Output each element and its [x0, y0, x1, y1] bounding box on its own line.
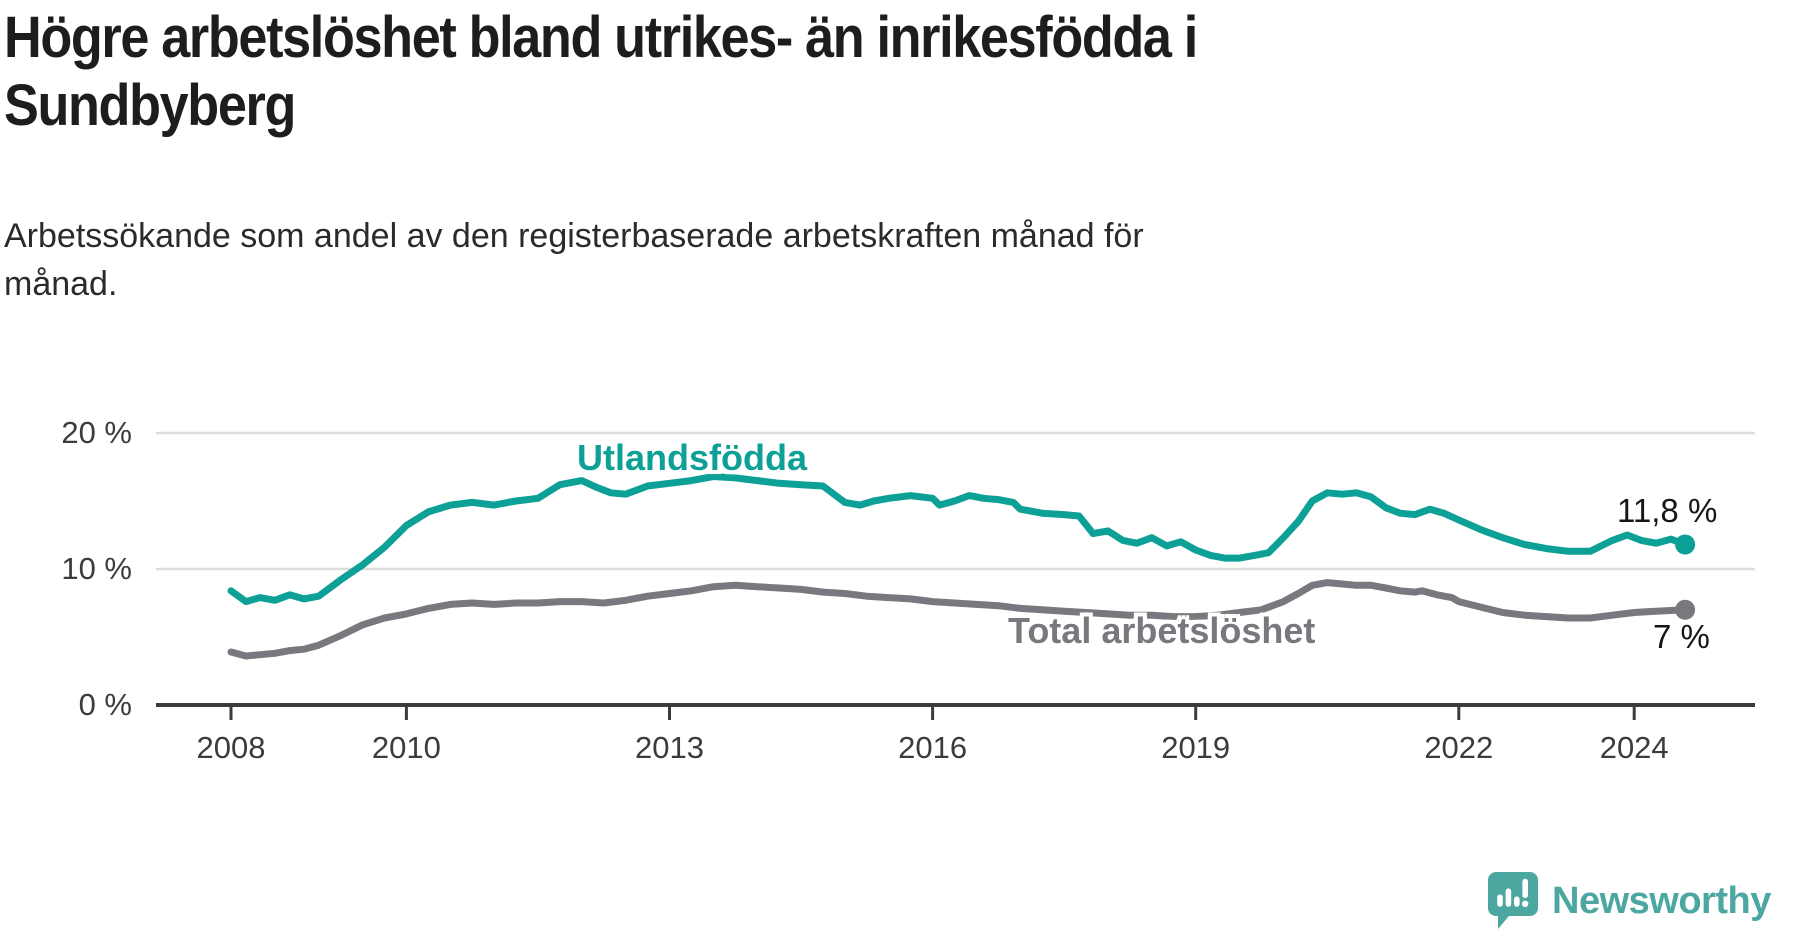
series-end-dot-total-arbetsloshet [1675, 599, 1696, 620]
y-axis-tick-label-10: 10 % [61, 551, 132, 586]
chart-title-line2: Sundbyberg [4, 73, 296, 138]
newsworthy-wordmark: Newsworthy [1552, 880, 1771, 922]
series-line-total-arbetsloshet [227, 579, 1689, 660]
chart-subtitle-line1: Arbetssökande som andel av den registerb… [4, 217, 1144, 255]
chart-title-line1: Högre arbetslöshet bland utrikes- än inr… [4, 5, 1198, 70]
x-axis-tick-label-2010: 2010 [371, 730, 441, 765]
x-axis-tick-label-2022: 2022 [1424, 730, 1494, 765]
x-axis-tick-label-2024: 2024 [1599, 730, 1669, 765]
newsworthy-logo: Newsworthy [1488, 872, 1771, 930]
chart-title: Högre arbetslöshet bland utrikes- än inr… [4, 4, 1588, 140]
y-axis-tick-label-0: 0 % [78, 687, 132, 722]
series-end-dot-utlandsfodda [1675, 534, 1696, 555]
end-value-label-utlandsfodda: 11,8 % [1617, 492, 1718, 529]
series-line-utlandsfodda [227, 473, 1689, 606]
newsworthy-bubble-chart-icon [1488, 872, 1538, 929]
x-axis-tick-label-2016: 2016 [898, 730, 968, 765]
y-axis-tick-label-20: 20 % [61, 415, 132, 450]
series-label-total-arbetsloshet: Total arbetslöshet [1008, 610, 1316, 651]
x-axis-tick-label-2008: 2008 [196, 730, 266, 765]
chart-subtitle: Arbetssökande som andel av den registerb… [4, 212, 1504, 308]
series-label-utlandsfodda: Utlandsfödda [577, 437, 807, 478]
x-axis-tick-label-2019: 2019 [1161, 730, 1231, 765]
end-value-label-total: 7 % [1653, 618, 1710, 655]
chart-subtitle-line2: månad. [4, 265, 118, 303]
x-axis-tick-label-2013: 2013 [635, 730, 704, 765]
